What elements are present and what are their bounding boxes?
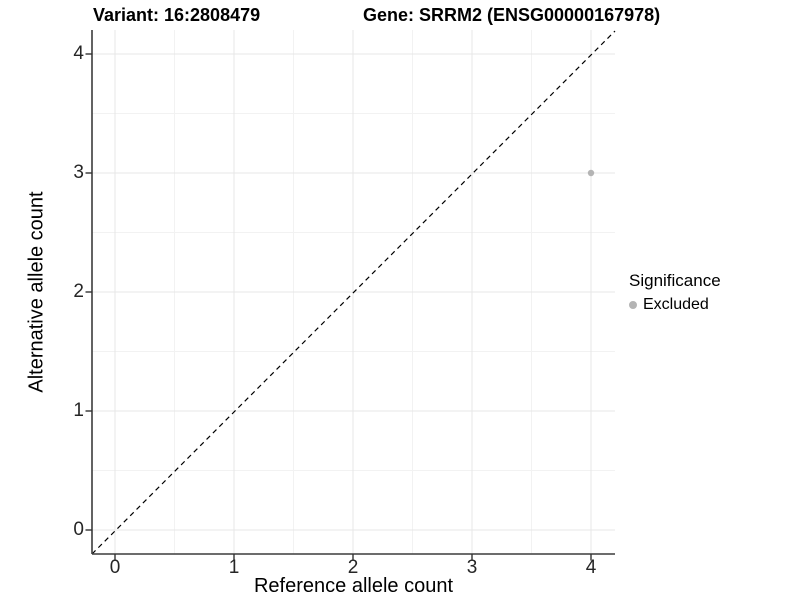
y-tick-label: 3 — [73, 162, 84, 183]
x-axis-title: Reference allele count — [253, 575, 453, 597]
y-axis-title: Alternative allele count — [25, 191, 48, 393]
y-tick-label: 2 — [73, 281, 84, 302]
y-tick-label: 1 — [73, 400, 84, 421]
y-tick-label: 0 — [73, 519, 84, 540]
variant-title: Variant: 16:2808479 — [93, 5, 261, 25]
grid-major — [92, 30, 615, 554]
legend-title: Significance — [629, 271, 721, 290]
legend-item-label: Excluded — [643, 296, 709, 313]
x-tick-label: 2 — [347, 557, 359, 578]
x-tick-label: 1 — [228, 557, 240, 578]
axis-tick-marks — [85, 53, 592, 561]
x-tick-label: 4 — [585, 557, 597, 578]
x-tick-label: 3 — [466, 557, 478, 578]
excluded-point-icon — [629, 301, 637, 309]
data-point — [587, 169, 595, 177]
legend: Significance Excluded — [629, 271, 721, 314]
y-tick-label: 4 — [73, 43, 84, 64]
identity-line — [91, 30, 616, 555]
x-tick-label: 0 — [109, 557, 121, 578]
gene-title: Gene: SRRM2 (ENSG00000167978) — [363, 5, 661, 25]
legend-item-excluded: Excluded — [629, 296, 721, 314]
